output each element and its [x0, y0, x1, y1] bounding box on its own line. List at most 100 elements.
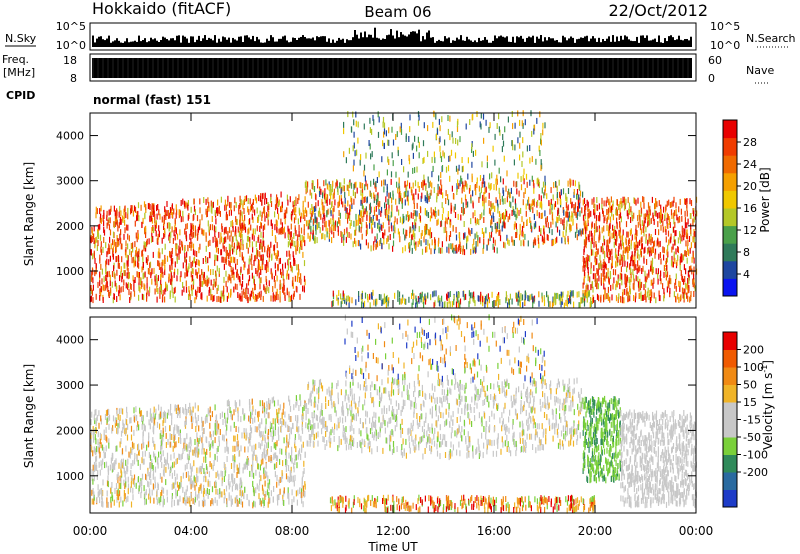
echo-cell — [392, 139, 395, 146]
echo-cell — [619, 201, 621, 208]
echo-cell — [648, 246, 650, 253]
echo-cell — [457, 168, 459, 175]
echo-cell — [581, 297, 583, 304]
echo-cell — [612, 283, 614, 290]
echo-cell — [423, 174, 425, 181]
echo-cell — [653, 292, 655, 299]
echo-cell — [268, 287, 270, 294]
echo-cell — [445, 198, 447, 204]
echo-cell — [370, 153, 372, 160]
echo-cell — [384, 229, 386, 236]
echo-cell — [325, 225, 327, 232]
echo-cell — [518, 190, 520, 197]
echo-cell — [401, 159, 403, 165]
echo-cell — [585, 257, 587, 263]
echo-cell — [190, 467, 192, 474]
echo-cell — [590, 230, 592, 237]
echo-cell — [528, 196, 530, 203]
echo-cell — [168, 234, 170, 241]
echo-cell — [176, 499, 179, 506]
echo-cell — [390, 178, 392, 185]
echo-cell — [385, 130, 387, 137]
echo-cell — [357, 219, 359, 226]
echo-cell — [424, 223, 426, 230]
echo-cell — [203, 484, 205, 491]
echo-cell — [464, 232, 466, 239]
echo-cell — [232, 268, 234, 275]
nsky-bar — [674, 40, 676, 47]
echo-cell — [548, 300, 550, 307]
echo-cell — [378, 224, 380, 231]
echo-cell — [97, 224, 99, 231]
echo-cell — [136, 414, 138, 421]
echo-cell — [254, 209, 256, 216]
echo-cell — [407, 199, 409, 206]
echo-cell — [92, 253, 94, 260]
echo-cell — [670, 209, 673, 216]
echo-cell — [619, 231, 621, 238]
echo-cell — [290, 223, 292, 230]
echo-cell — [478, 185, 480, 192]
echo-cell — [131, 475, 133, 481]
echo-cell — [176, 243, 178, 250]
echo-cell — [403, 192, 405, 199]
echo-cell — [161, 237, 163, 244]
echo-cell — [408, 158, 411, 165]
nsky-bar — [572, 37, 574, 47]
echo-cell — [433, 302, 435, 309]
echo-cell — [354, 182, 356, 189]
echo-cell — [366, 183, 369, 190]
echo-cell — [648, 269, 650, 276]
echo-cell — [508, 298, 510, 305]
echo-cell — [619, 274, 621, 281]
echo-cell — [557, 217, 559, 224]
echo-cell — [133, 261, 135, 268]
echo-cell — [112, 297, 114, 304]
echo-cell — [527, 295, 529, 302]
echo-cell — [178, 253, 180, 260]
echo-cell — [209, 224, 211, 231]
nsky-bar — [108, 35, 110, 47]
nsky-bar — [280, 38, 282, 47]
echo-cell — [243, 223, 245, 229]
echo-cell — [248, 275, 251, 282]
echo-cell — [297, 198, 299, 204]
echo-cell — [367, 242, 369, 249]
echo-cell — [114, 273, 116, 280]
echo-cell — [267, 219, 269, 226]
echo-cell — [145, 257, 147, 264]
echo-cell — [635, 264, 637, 271]
echo-cell — [424, 298, 427, 305]
echo-cell — [118, 239, 120, 246]
echo-cell — [538, 242, 540, 249]
echo-cell — [119, 414, 121, 421]
echo-cell — [354, 229, 356, 236]
echo-cell — [408, 296, 410, 303]
echo-cell — [159, 213, 161, 220]
echo-cell — [521, 230, 523, 237]
echo-cell — [251, 253, 253, 260]
echo-cell — [108, 224, 111, 231]
echo-cell — [132, 256, 135, 263]
echo-cell — [92, 464, 94, 471]
echo-cell — [657, 212, 659, 219]
echo-cell — [680, 270, 682, 277]
echo-cell — [209, 252, 211, 259]
echo-cell — [481, 161, 483, 168]
echo-cell — [154, 275, 156, 282]
echo-cell — [130, 251, 132, 258]
echo-cell — [145, 225, 147, 232]
echo-cell — [499, 129, 501, 136]
echo-cell — [643, 257, 645, 264]
echo-cell — [116, 241, 118, 248]
echo-cell — [622, 256, 624, 263]
echo-cell — [142, 438, 144, 445]
echo-cell — [439, 152, 442, 159]
echo-cell — [546, 193, 548, 200]
echo-cell — [547, 296, 549, 303]
nsky-bar — [290, 41, 292, 47]
echo-cell — [205, 198, 207, 205]
echo-cell — [272, 433, 274, 440]
echo-cell — [358, 291, 360, 297]
echo-cell — [656, 240, 658, 247]
